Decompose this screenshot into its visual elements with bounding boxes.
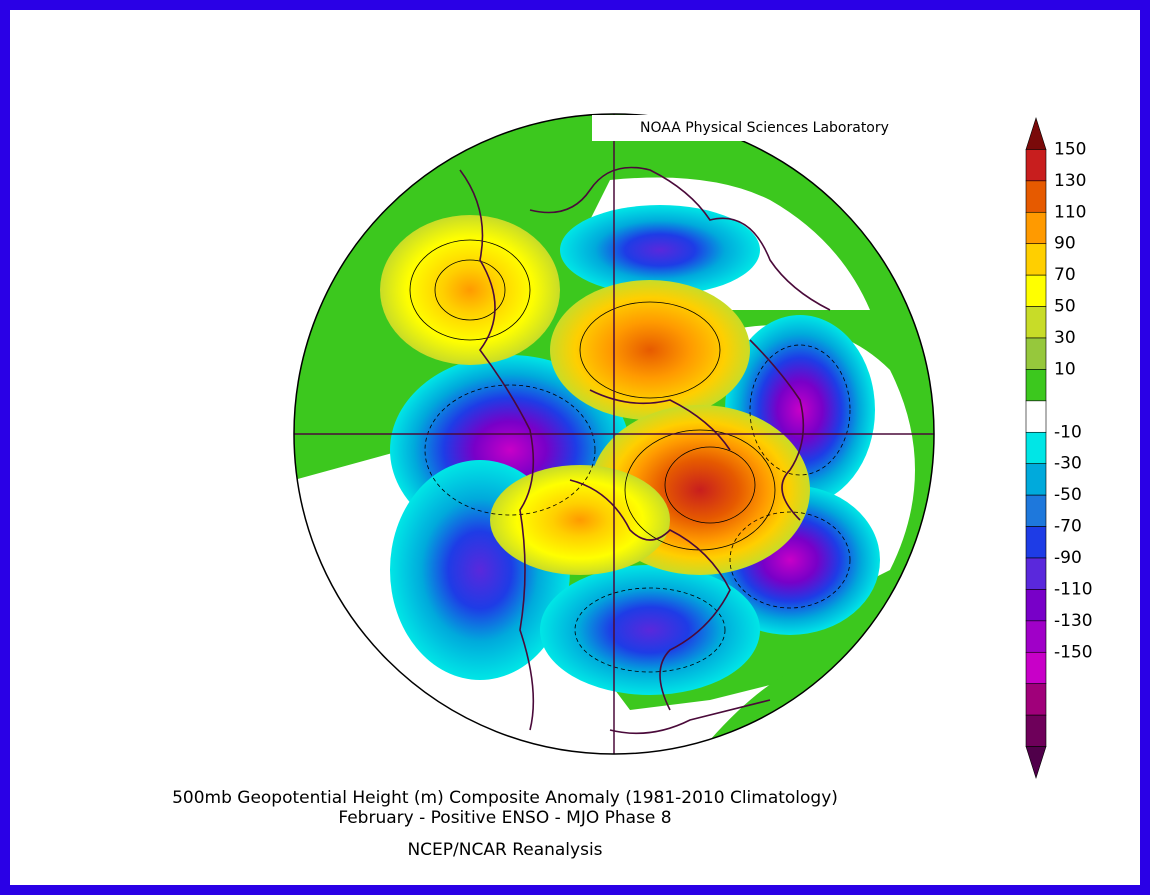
colorbar-tick-label: 90 bbox=[1054, 234, 1076, 254]
colorbar-segment bbox=[1025, 211, 1047, 245]
positive-anomaly-north bbox=[550, 280, 750, 420]
negative-anomaly-north bbox=[560, 205, 760, 295]
title-line-3: NCEP/NCAR Reanalysis bbox=[407, 840, 603, 860]
colorbar-segment bbox=[1025, 306, 1047, 339]
colorbar-segment bbox=[1025, 557, 1047, 590]
colorbar-tick-label: 110 bbox=[1054, 202, 1086, 222]
colorbar-tick-label: -30 bbox=[1054, 454, 1082, 474]
colorbar-tick-label: -50 bbox=[1054, 485, 1082, 505]
colorbar-tick-label: 130 bbox=[1054, 171, 1086, 191]
colorbar-segment bbox=[1025, 117, 1047, 150]
contour-lines bbox=[409, 239, 851, 673]
credit-label: NOAA Physical Sciences Laboratory bbox=[640, 120, 889, 136]
polar-map: 150 130 110 90 70 50 30 10 -10 -30 -50 -70 -90 -110 -1… bbox=[293, 113, 1093, 779]
colorbar-tick-label: -150 bbox=[1054, 642, 1093, 662]
positive-anomaly-northwest bbox=[380, 215, 560, 365]
colorbar-tick-label: 70 bbox=[1054, 265, 1076, 285]
title-line-1: 500mb Geopotential Height (m) Composite … bbox=[172, 788, 838, 808]
colorbar-tick-label: 50 bbox=[1054, 297, 1076, 317]
colorbar-tick-label: 10 bbox=[1054, 359, 1076, 379]
map-border bbox=[293, 113, 935, 755]
colorbar-segment bbox=[1025, 180, 1047, 213]
colorbar-tick-label: -10 bbox=[1054, 422, 1082, 442]
colorbar-segment bbox=[1025, 683, 1047, 716]
colorbar-segment bbox=[1025, 620, 1047, 653]
plot-frame: 150 130 110 90 70 50 30 10 -10 -30 -50 -70 -90 -110 -1… bbox=[10, 10, 1140, 885]
colorbar-tick-label: 150 bbox=[1054, 139, 1086, 159]
colorbar: 150 130 110 90 70 50 30 10 -10 -30 -50 -70 -90 -110 -1… bbox=[1025, 117, 1093, 779]
colorbar-segment bbox=[1025, 589, 1047, 622]
negative-anomaly-south bbox=[540, 565, 760, 695]
credit-box bbox=[592, 115, 932, 141]
colorbar-segment bbox=[1025, 400, 1047, 433]
colorbar-segment bbox=[1025, 243, 1047, 276]
coastlines bbox=[459, 166, 831, 735]
colorbar-segment bbox=[1025, 274, 1047, 307]
colorbar-segment bbox=[1025, 337, 1047, 370]
colorbar-segment bbox=[1025, 369, 1047, 402]
positive-anomaly-center-west bbox=[490, 465, 670, 575]
colorbar-segment bbox=[1025, 463, 1047, 496]
colorbar-segment bbox=[1025, 714, 1047, 747]
colorbar-segment bbox=[1025, 431, 1047, 465]
colorbar-tick-label: 30 bbox=[1054, 328, 1076, 348]
colorbar-tick-label: -90 bbox=[1054, 548, 1082, 568]
colorbar-tick-label: -70 bbox=[1054, 517, 1082, 537]
colorbar-segment bbox=[1025, 651, 1047, 685]
colorbar-segment bbox=[1025, 494, 1047, 527]
colorbar-segment bbox=[1025, 526, 1047, 559]
colorbar-segment bbox=[1025, 746, 1047, 779]
colorbar-segment bbox=[1025, 149, 1047, 182]
colorbar-tick-label: -130 bbox=[1054, 611, 1093, 631]
colorbar-tick-label: -110 bbox=[1054, 579, 1093, 599]
title-line-2: February - Positive ENSO - MJO Phase 8 bbox=[338, 808, 672, 828]
